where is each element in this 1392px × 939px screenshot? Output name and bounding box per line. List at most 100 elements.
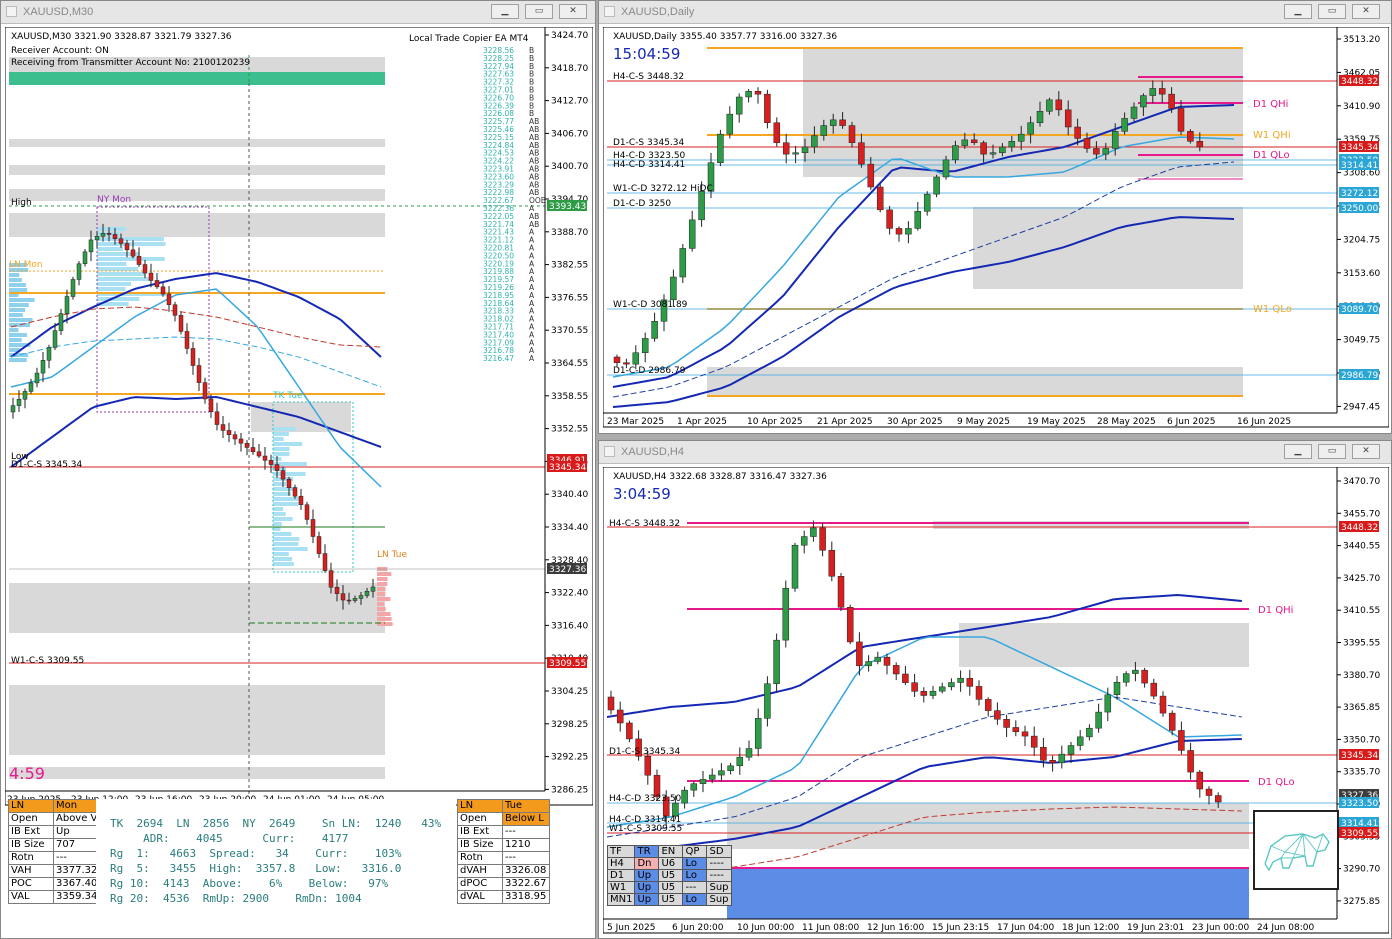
h4-candle [1150,682,1158,697]
m30-candle [52,330,58,348]
ladder-price: 3217.71 [483,323,514,332]
close-button[interactable]: ✕ [1352,4,1380,19]
maximize-button[interactable]: ▭ [1318,4,1346,19]
ladder-price: 3222.67 [483,196,514,205]
daily-candle [1196,141,1204,148]
h4-candle [690,783,698,791]
m30-candle [352,598,358,601]
table-row: dPOC 3322.67 [457,877,550,891]
m30-titlebar[interactable]: XAUUSD,M30 ▁ ▭ ✕ [1,1,595,24]
table-row: VAL 3359.34 [8,890,101,904]
h4-candle [1067,745,1075,755]
h4-candle [681,789,688,804]
h4-candle [718,770,725,776]
minimize-button[interactable]: ▁ [491,4,519,19]
volume-profile-bar [9,278,22,282]
stats-line: ADR: 4045 Curr: 4177 [110,832,349,845]
time-tick-label: 6 Jun 20:00 [672,923,724,933]
h4-candle [920,691,928,696]
bear-icon [1264,833,1330,872]
m30-price-chart[interactable]: 3424.703418.703412.703406.703400.703394.… [5,27,593,935]
table-row: MN1 Up U5 Lo Sup [606,893,732,906]
volume-profile-bar [273,432,289,436]
ladder-price: 3220.81 [483,244,514,253]
price-tick-label: 3153.60 [1343,269,1380,279]
table-cell: dVAL [457,890,503,904]
daily-candle [886,209,893,229]
m30-candle [190,348,196,366]
h4-candle [626,722,633,740]
price-tick-label: 3395.55 [1343,639,1380,649]
volume-profile-bar [273,427,296,431]
m30-chart-window[interactable]: XAUUSD,M30 ▁ ▭ ✕ 3424.70 3418.70 3412.70 34… [0,0,596,939]
d1-cd2-label: D1-C-D 2986.79 [613,366,686,376]
price-tick-label: 3286.25 [551,785,588,795]
h4-candle [883,656,891,666]
time-tick-label: 18 Jun 12:00 [1062,923,1119,933]
ny-session-box [96,206,210,413]
ladder-flag: A [529,315,535,324]
countdown-timer: 15:04:59 [613,45,680,63]
h4-candle [957,677,964,683]
price-tag-label: 3314.41 [1341,819,1378,829]
ladder-price: 3221.43 [483,228,514,237]
daily-candle [970,139,978,143]
price-tag [547,657,587,668]
minimize-button[interactable]: ▁ [1284,4,1312,19]
h4-candle [1187,750,1194,773]
m30-candle [70,279,76,297]
m30-candle [154,280,160,288]
maximize-button[interactable]: ▭ [525,4,553,19]
table-row: Open Below L [457,812,550,826]
price-tag-label: 3250.00 [1341,204,1378,214]
h4-candle [1003,718,1010,728]
price-tag [1339,827,1379,838]
daily-chart-window[interactable]: XAUUSD,Daily ▁ ▭ ✕ 3513.20 3462.05 3410.90… [598,0,1392,434]
h4-candle [653,774,661,798]
price-tick-label: 3290.70 [1343,865,1380,875]
ladder-flag: A [529,228,535,237]
h4-candle [782,587,790,641]
h4-chart-window[interactable]: XAUUSD,H4 ▁ ▭ ✕ 3470.70 3455.70 3440.55 342… [598,440,1392,939]
daily-candle [1187,131,1194,142]
h4-candle [938,686,946,692]
ladder-flag: AB [529,125,539,134]
grey-zone [9,165,385,175]
price-tag-label: 3327.36 [1341,791,1378,801]
ladder-price: 3220.19 [483,259,514,268]
ma-dashed [612,161,1235,398]
table-cell: Up [53,825,101,839]
volume-profile-bar [273,522,282,526]
price-tag-label: 3309.55 [1341,829,1378,839]
m30-candle [136,256,142,265]
volume-profile-bar [97,242,166,246]
maximize-button[interactable]: ▭ [1318,444,1346,459]
daily-titlebar[interactable]: XAUUSD,Daily ▁ ▭ ✕ [599,1,1391,24]
volume-profile-bar [97,272,145,276]
daily-candle [923,193,931,212]
daily-candle [952,145,959,161]
close-button[interactable]: ✕ [1352,444,1380,459]
ladder-price: 3219.26 [483,283,514,292]
table-cell: Dn [634,857,660,870]
h4-price-chart[interactable]: 3470.70 3455.70 3440.55 3425.70 3410.55 3395.… [603,467,1389,937]
h4-titlebar[interactable]: XAUUSD,H4 ▁ ▭ ✕ [599,441,1391,464]
close-button[interactable]: ✕ [559,4,587,19]
chart-window-icon [604,6,615,17]
daily-candle [989,152,997,155]
daily-candle [1074,126,1081,139]
m30-candle [148,272,154,281]
daily-price-chart[interactable]: 3513.203462.053410.903359.753308.603255.… [603,27,1389,431]
h4-candle [1214,795,1222,803]
h4-cs-label: H4-C-S 3448.32 [613,72,684,82]
minimize-button[interactable]: ▁ [1284,444,1312,459]
ladder-price: 3217.40 [483,330,514,339]
table-cell: Up [634,881,660,894]
countdown-timer: 3:04:59 [613,485,671,503]
ladder-price: 3228.25 [483,54,514,63]
table-cell: U5 [658,881,684,894]
h4-cs-label: H4-C-S 3448.32 [609,519,680,529]
table-cell: VAH [8,864,54,878]
ma-blue-fast [612,104,1235,388]
m30-candle [226,430,232,435]
